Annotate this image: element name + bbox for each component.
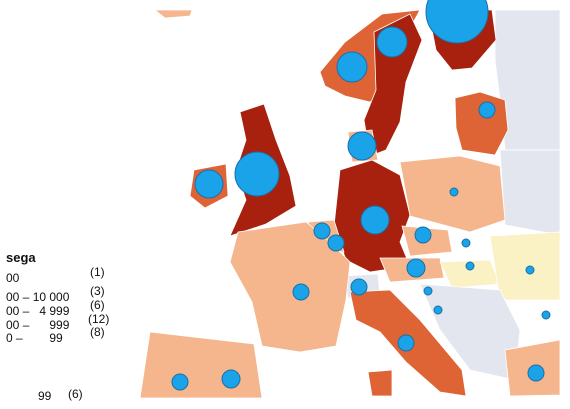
legend-range: 00 – 4 999 — [6, 304, 70, 318]
legend-count: (8) — [90, 325, 105, 339]
footer-range: 99 — [38, 389, 52, 403]
legend-count: (12) — [88, 312, 109, 326]
legend-range: 00 — [6, 271, 20, 285]
legend-range: 00 – 10 000 — [6, 290, 70, 304]
legend-count: (1) — [90, 265, 105, 279]
legend-range: 00 – 999 — [6, 318, 70, 332]
legend-count: (3) — [90, 284, 105, 298]
footer-count: (6) — [68, 387, 83, 401]
legend-title: sega — [6, 250, 36, 265]
legend-range: 0 – 99 — [6, 331, 63, 345]
markers — [171, 0, 551, 391]
legend: sega 00 (1) 00 – 10 000 (3) 00 – 4 999 (… — [6, 250, 109, 403]
legend-count: (6) — [90, 298, 105, 312]
